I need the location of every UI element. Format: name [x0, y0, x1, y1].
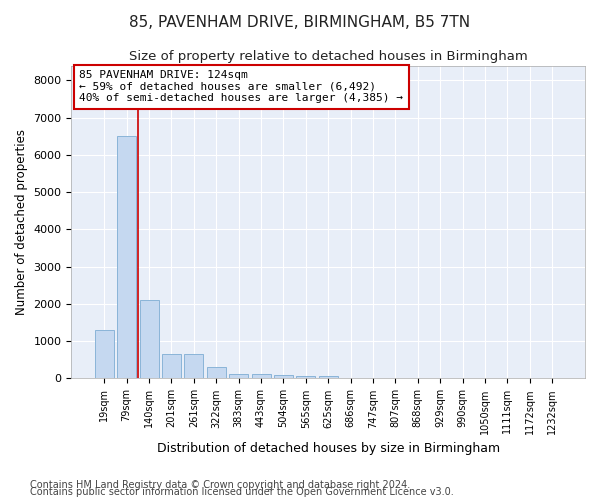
Bar [274, 375, 293, 378]
Bar [95, 330, 114, 378]
Bar [251, 374, 271, 378]
Text: Contains HM Land Registry data © Crown copyright and database right 2024.: Contains HM Land Registry data © Crown c… [30, 480, 410, 490]
X-axis label: Distribution of detached houses by size in Birmingham: Distribution of detached houses by size … [157, 442, 500, 455]
Bar [229, 374, 248, 378]
Bar [184, 354, 203, 378]
Bar [207, 368, 226, 378]
Text: 85, PAVENHAM DRIVE, BIRMINGHAM, B5 7TN: 85, PAVENHAM DRIVE, BIRMINGHAM, B5 7TN [130, 15, 470, 30]
Bar [117, 136, 136, 378]
Text: Contains public sector information licensed under the Open Government Licence v3: Contains public sector information licen… [30, 487, 454, 497]
Text: 85 PAVENHAM DRIVE: 124sqm
← 59% of detached houses are smaller (6,492)
40% of se: 85 PAVENHAM DRIVE: 124sqm ← 59% of detac… [79, 70, 403, 103]
Bar [162, 354, 181, 378]
Bar [319, 376, 338, 378]
Bar [296, 376, 316, 378]
Y-axis label: Number of detached properties: Number of detached properties [15, 129, 28, 315]
Title: Size of property relative to detached houses in Birmingham: Size of property relative to detached ho… [129, 50, 527, 63]
Bar [140, 300, 158, 378]
